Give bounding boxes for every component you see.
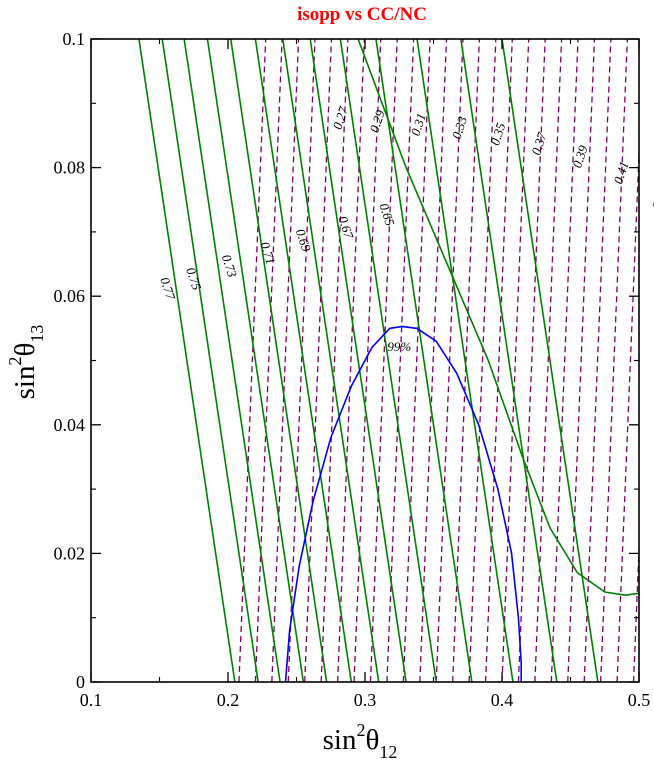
isopp-line-6 xyxy=(336,39,365,682)
isopp-line-18 xyxy=(534,39,563,682)
isopp-line-8 xyxy=(369,39,398,682)
ccnc-line-5 xyxy=(254,39,353,682)
ccnc-line-13 xyxy=(357,39,639,597)
y-tick-label-3: 0.06 xyxy=(54,286,86,306)
y-axis-title-group: sin2θ13 xyxy=(5,325,47,400)
y-axis-base: sin xyxy=(9,365,41,399)
y-axis-sub: 13 xyxy=(27,325,47,343)
isopp-line-12 xyxy=(435,39,464,682)
x-tick-label-1: 0.2 xyxy=(217,690,240,710)
chart-title: isopp vs CC/NC xyxy=(297,4,427,25)
isopp-label-22: 0.43 xyxy=(649,185,654,212)
ccnc-label-5: 0.67 xyxy=(335,214,356,241)
isopp-line-9 xyxy=(386,39,415,682)
ccnc-line-3 xyxy=(206,39,305,682)
y-tick-label-2: 0.04 xyxy=(54,415,86,435)
isopp-label-12: 0.33 xyxy=(449,114,470,141)
contour-99-line xyxy=(284,325,522,682)
y-tick-label-1: 0.02 xyxy=(54,543,86,563)
isopp-line-7 xyxy=(353,39,382,682)
isopp-line-13 xyxy=(452,39,481,682)
x-axis-sup: 2 xyxy=(356,720,365,740)
ccnc-label-4: 0.69 xyxy=(293,227,314,254)
ccnc-line-7 xyxy=(309,39,407,682)
y-tick-label-0: 0 xyxy=(76,672,85,692)
x-tick-label-4: 0.5 xyxy=(628,690,651,710)
ccnc-line-4 xyxy=(229,39,328,682)
isopp-line-10 xyxy=(402,39,431,682)
ccnc-line-11 xyxy=(460,39,558,682)
isopp-line-3 xyxy=(287,39,316,682)
y-axis-symbol: θ xyxy=(9,343,41,357)
isopp-line-22 xyxy=(599,39,629,682)
ccnc-label-6: 0.65 xyxy=(376,201,397,228)
ccnc-line-0 xyxy=(138,39,236,682)
x-axis-base: sin xyxy=(323,724,357,756)
ccnc-line-12 xyxy=(501,39,599,682)
isopp-line-21 xyxy=(583,39,612,682)
ccnc-label-3: 0.71 xyxy=(257,240,278,266)
ccnc-line-2 xyxy=(183,39,281,682)
contour-labels-layer: 0.77 0.75 0.73 0.71 0.69 0.67 0.65 0.27 0.29 0.31… xyxy=(157,104,654,353)
series-layer xyxy=(138,39,639,682)
ccnc-label-2: 0.73 xyxy=(219,253,240,280)
isopp-line-20 xyxy=(567,39,596,682)
y-axis-title: sin2θ13 xyxy=(5,325,47,400)
y-tick-label-5: 0.1 xyxy=(63,29,86,49)
ccnc-label-0: 0.77 xyxy=(157,275,178,302)
isopp-label-16: 0.37 xyxy=(528,130,549,157)
isopp-line-16 xyxy=(501,39,530,682)
ticks-layer: 0.1 0.2 0.3 0.4 0.5 0 0.02 0.04 0.06 0.08 0.1 xyxy=(54,29,651,710)
isopp-line-2 xyxy=(271,39,300,682)
isopp-line-17 xyxy=(517,39,546,682)
ccnc-line-6 xyxy=(282,39,380,682)
ccnc-line-8 xyxy=(339,39,438,682)
isopp-label-20: 0.41 xyxy=(610,160,631,186)
isopp-line-1 xyxy=(254,39,283,682)
ccnc-label-1: 0.75 xyxy=(183,266,204,293)
ccnc-line-10 xyxy=(416,39,514,682)
x-tick-label-3: 0.4 xyxy=(491,690,514,710)
x-axis-title: sin2θ12 xyxy=(323,720,398,762)
isopp-line-15 xyxy=(484,39,513,682)
y-axis-sup: 2 xyxy=(5,357,25,366)
contour-99-label: 99% xyxy=(387,339,411,354)
isopp-line-23 xyxy=(616,138,639,682)
x-tick-label-2: 0.3 xyxy=(354,690,377,710)
isopp-label-6: 0.27 xyxy=(330,104,351,131)
isopp-line-11 xyxy=(419,39,448,682)
isopp-label-8: 0.29 xyxy=(367,108,388,135)
isopp-label-14: 0.35 xyxy=(487,120,508,147)
isopp-line-4 xyxy=(304,39,333,682)
isopp-line-14 xyxy=(468,39,497,682)
x-axis-sub: 12 xyxy=(379,742,397,762)
isopp-label-10: 0.31 xyxy=(408,111,429,137)
ccnc-line-1 xyxy=(161,39,259,682)
isopp-label-18: 0.39 xyxy=(569,143,590,170)
isopp-line-5 xyxy=(320,39,349,682)
y-tick-label-4: 0.08 xyxy=(54,158,86,178)
x-axis-symbol: θ xyxy=(365,724,379,756)
ccnc-line-9 xyxy=(375,39,473,682)
x-tick-label-0: 0.1 xyxy=(80,690,103,710)
isopp-line-19 xyxy=(550,39,579,682)
isopp-line-0 xyxy=(238,39,267,682)
